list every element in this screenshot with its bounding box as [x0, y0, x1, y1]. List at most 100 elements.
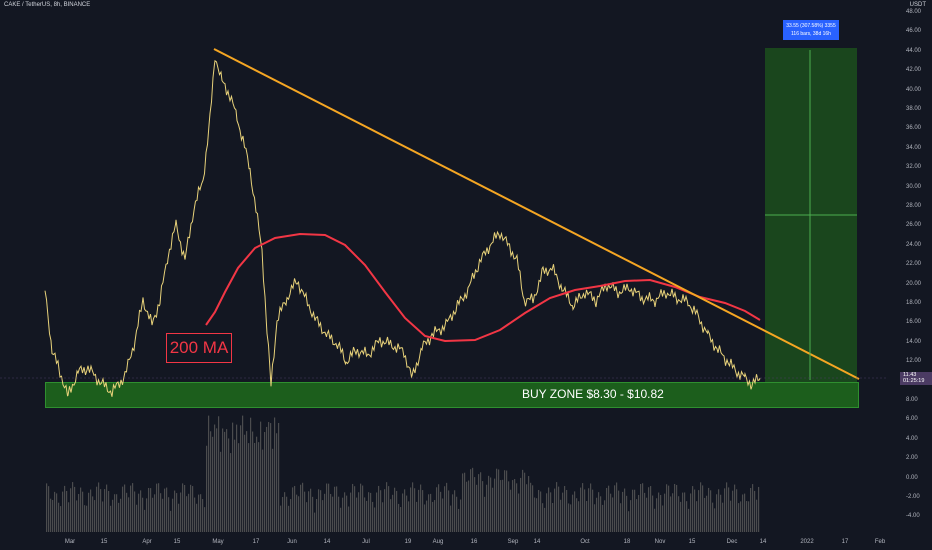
volume-bar [294, 485, 296, 532]
volume-bar [532, 485, 534, 532]
volume-bar [126, 492, 128, 532]
volume-bar [134, 491, 136, 532]
volume-bar [606, 488, 608, 532]
volume-bar [438, 484, 440, 532]
volume-bar [50, 498, 52, 532]
volume-bar [246, 431, 248, 532]
volume-bar [108, 490, 110, 532]
volume-bar [634, 489, 636, 532]
price-axis[interactable]: 48.00 46.00 44.00 42.00 40.00 38.00 36.00 34.00… [888, 0, 932, 540]
volume-bar [696, 501, 698, 532]
volume-bar [640, 483, 642, 532]
volume-bar [426, 500, 428, 532]
bar-countdown: 01:25:19 [903, 378, 925, 384]
price-tick: 16.00 [906, 319, 922, 326]
volume-bar [472, 467, 474, 532]
volume-bar [422, 490, 424, 532]
volume-bar [732, 490, 734, 532]
volume-bar [538, 489, 540, 532]
volume-bar [146, 498, 148, 532]
volume-bar [202, 499, 204, 532]
volume-bar [214, 424, 216, 532]
volume-bar [288, 505, 290, 532]
time-axis[interactable]: Mar 15 Apr 15 May 17 Jun 14 Jul 19 Aug 16 Sep 14 Oct 18… [0, 538, 888, 550]
volume-bar [92, 496, 94, 532]
volume-bar [320, 490, 322, 532]
volume-bar [540, 491, 542, 532]
time-tick: 14 [323, 539, 331, 545]
time-tick: 14 [533, 539, 541, 545]
volume-bar [544, 507, 546, 532]
volume-bar [338, 496, 340, 532]
volume-bar [120, 498, 122, 532]
volume-bar [654, 508, 656, 532]
volume-bar [682, 492, 684, 532]
volume-bar [506, 470, 508, 532]
volume-bar [718, 489, 720, 532]
volume-bar [418, 489, 420, 532]
volume-bar [322, 500, 324, 532]
volume-bar [142, 497, 144, 532]
volume-bar [354, 486, 356, 532]
volume-bar [318, 489, 320, 532]
volume-bar [212, 436, 214, 532]
price-tick: 32.00 [906, 164, 922, 171]
volume-bar [442, 498, 444, 532]
volume-bar [380, 490, 382, 532]
volume-bar [96, 486, 98, 532]
volume-bar [88, 492, 90, 532]
volume-bar [176, 493, 178, 532]
volume-bar [570, 504, 572, 532]
volume-bar [170, 510, 172, 532]
moving-average-200 [205, 232, 761, 343]
volume-bar [408, 501, 410, 532]
volume-bar [662, 505, 664, 532]
volume-bar [242, 415, 244, 532]
volume-bar [650, 486, 652, 532]
volume-bar [80, 487, 82, 532]
volume-bar [274, 417, 276, 532]
target-info-badge: 33.55 (307.58%) 3355 116 bars, 38d 16h [783, 20, 839, 40]
volume-bar [264, 432, 266, 532]
volume-bar [600, 496, 602, 532]
volume-bar [384, 489, 386, 532]
volume-bar [236, 424, 238, 532]
volume-bar [636, 499, 638, 532]
time-tick: 16 [470, 539, 478, 545]
volume-bar [720, 494, 722, 532]
buy-zone-rectangle[interactable] [45, 382, 859, 408]
volume-bar [328, 483, 330, 532]
volume-bar [514, 479, 516, 532]
volume-bar [182, 483, 184, 532]
ma-label-box: 200 MA [166, 333, 232, 363]
volume-bar [168, 497, 170, 532]
volume-bar [306, 502, 308, 532]
volume-bar [546, 493, 548, 532]
volume-bar [210, 431, 212, 532]
volume-bar [166, 487, 168, 532]
volume-bar [612, 497, 614, 532]
volume-bar [722, 502, 724, 532]
volume-bar [262, 449, 264, 532]
volume-bar [340, 507, 342, 532]
current-price-value: 11.43 [903, 372, 917, 378]
volume-bar [582, 483, 584, 532]
volume-bar [496, 468, 498, 532]
volume-bar [158, 483, 160, 532]
price-tick: 36.00 [906, 125, 922, 132]
volume-bar [706, 495, 708, 532]
volume-bar [638, 494, 640, 532]
time-tick: Sep [507, 539, 519, 545]
price-chart[interactable] [0, 0, 888, 540]
volume-bar [468, 480, 470, 532]
volume-bar [560, 499, 562, 532]
volume-bar [256, 436, 258, 532]
time-tick: Apr [142, 539, 152, 545]
volume-bar [758, 486, 760, 532]
volume-bar [676, 484, 678, 532]
volume-bar [64, 485, 66, 532]
volume-bar [72, 482, 74, 532]
volume-bar [430, 493, 432, 532]
volume-bar [296, 494, 298, 532]
time-tick: Dec [726, 539, 738, 545]
